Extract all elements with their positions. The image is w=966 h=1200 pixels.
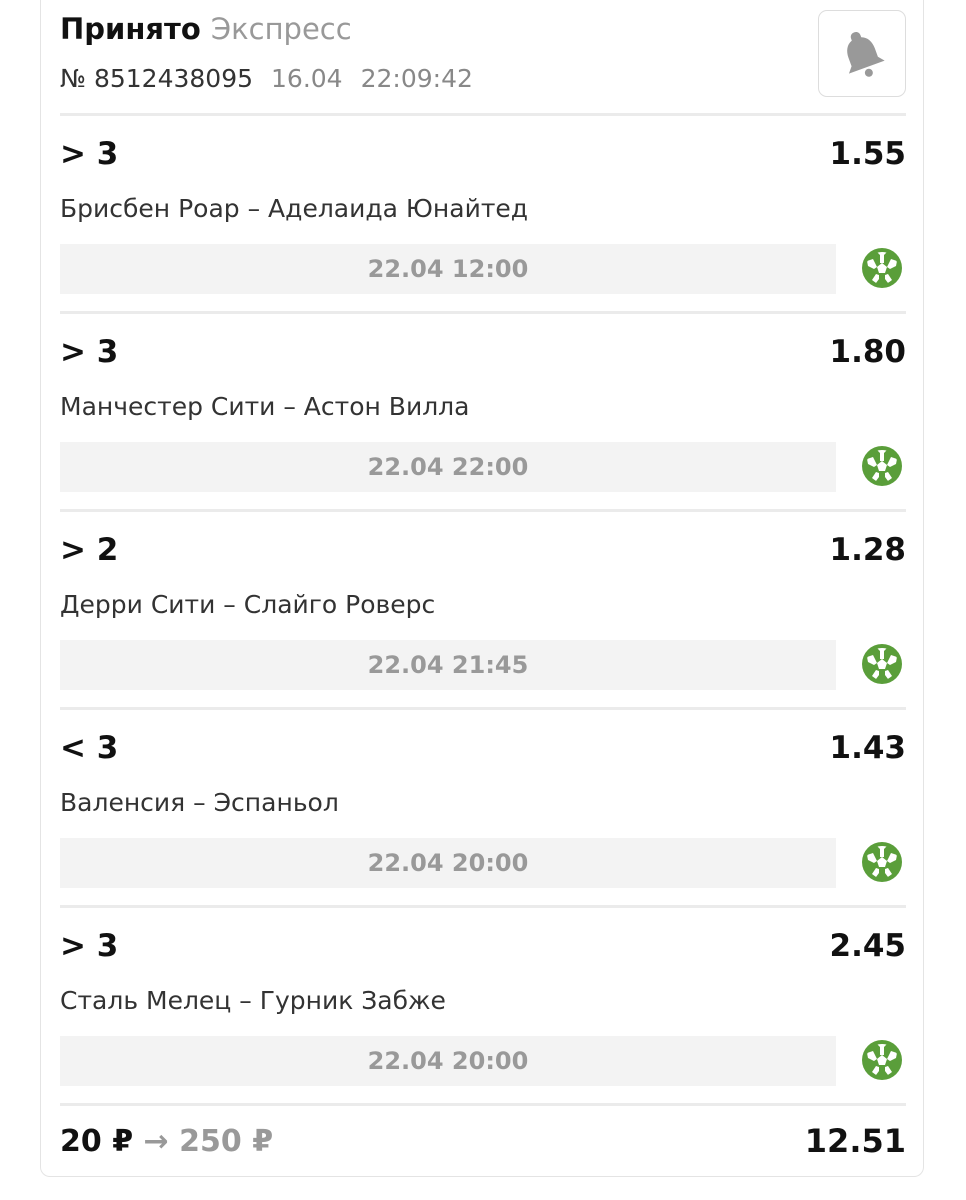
- event-teams: Сталь Мелец – Гурник Забже: [60, 986, 446, 1015]
- event-start-time: 22.04 20:00: [60, 838, 836, 888]
- event-odds: 1.55: [829, 136, 907, 172]
- soccer-ball-icon: [862, 842, 902, 886]
- event-start-time: 22.04 12:00: [60, 244, 836, 294]
- arrow-right-icon: →: [143, 1124, 169, 1159]
- selection: > 3: [60, 136, 119, 172]
- selection: > 3: [60, 334, 119, 370]
- event-odds: 2.45: [829, 928, 907, 964]
- bet-type: Экспресс: [210, 12, 352, 46]
- divider: [60, 1103, 906, 1106]
- potential-win: 250 ₽: [179, 1124, 274, 1159]
- bet-meta: № 8512438095 16.04 22:09:42: [60, 64, 473, 93]
- selection: > 3: [60, 928, 119, 964]
- event-start-time: 22.04 20:00: [60, 1036, 836, 1086]
- event-teams: Валенсия – Эспаньол: [60, 788, 339, 817]
- total-odds: 12.51: [804, 1122, 906, 1160]
- event-teams: Дерри Сити – Слайго Роверс: [60, 590, 436, 619]
- bet-number: № 8512438095: [60, 64, 254, 93]
- divider: [60, 113, 906, 116]
- bell-icon: [847, 31, 885, 77]
- event-item[interactable]: > 3 2.45 Сталь Мелец – Гурник Забже 22.0…: [60, 906, 906, 1104]
- event-item[interactable]: > 2 1.28 Дерри Сити – Слайго Роверс 22.0…: [60, 510, 906, 708]
- bet-card: [40, 0, 924, 1177]
- soccer-ball-icon: [862, 446, 902, 490]
- event-teams: Брисбен Роар – Аделаида Юнайтед: [60, 194, 529, 223]
- soccer-ball-icon: [862, 248, 902, 292]
- stake-summary: 20 ₽ → 250 ₽: [60, 1124, 273, 1159]
- event-odds: 1.43: [829, 730, 907, 766]
- selection: > 2: [60, 532, 119, 568]
- event-item[interactable]: < 3 1.43 Валенсия – Эспаньол 22.04 20:00: [60, 708, 906, 906]
- event-start-time: 22.04 22:00: [60, 442, 836, 492]
- divider: [60, 707, 906, 710]
- divider: [60, 311, 906, 314]
- notification-button[interactable]: [818, 10, 906, 97]
- divider: [60, 905, 906, 908]
- event-odds: 1.80: [829, 334, 907, 370]
- event-odds: 1.28: [829, 532, 907, 568]
- selection: < 3: [60, 730, 119, 766]
- event-item[interactable]: > 3 1.80 Манчестер Сити – Астон Вилла 22…: [60, 312, 906, 510]
- stake-amount: 20 ₽: [60, 1124, 134, 1159]
- event-start-time: 22.04 21:45: [60, 640, 836, 690]
- bet-date: 16.04: [271, 64, 343, 93]
- event-teams: Манчестер Сити – Астон Вилла: [60, 392, 470, 421]
- bet-time: 22:09:42: [360, 64, 473, 93]
- event-item[interactable]: > 3 1.55 Брисбен Роар – Аделаида Юнайтед…: [60, 114, 906, 312]
- soccer-ball-icon: [862, 644, 902, 688]
- soccer-ball-icon: [862, 1040, 902, 1084]
- divider: [60, 509, 906, 512]
- bet-title: Принято Экспресс: [60, 12, 352, 46]
- bet-status: Принято: [60, 12, 201, 46]
